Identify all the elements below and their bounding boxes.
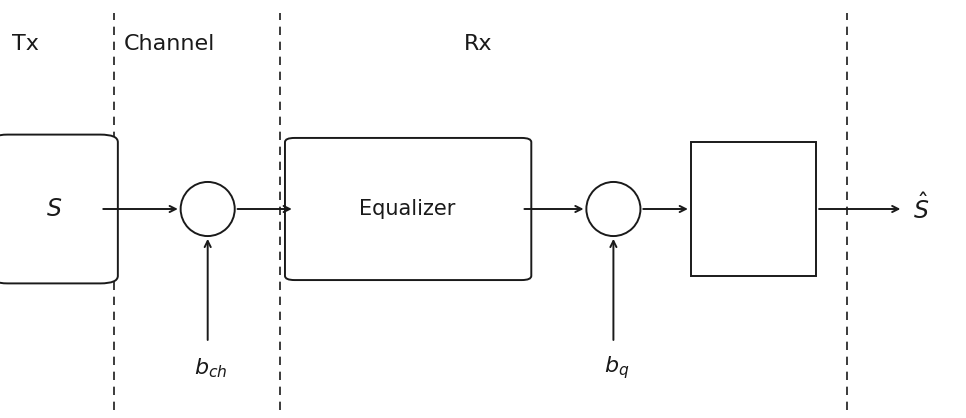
FancyBboxPatch shape xyxy=(285,138,531,280)
Ellipse shape xyxy=(586,182,640,236)
Text: Tx: Tx xyxy=(12,34,39,54)
Text: Rx: Rx xyxy=(464,34,493,54)
Ellipse shape xyxy=(181,182,235,236)
Text: $\hat{S}$: $\hat{S}$ xyxy=(913,194,929,224)
FancyBboxPatch shape xyxy=(0,135,118,283)
Text: Channel: Channel xyxy=(124,34,215,54)
Text: Equalizer: Equalizer xyxy=(359,199,456,219)
Text: $b_q$: $b_q$ xyxy=(604,354,629,381)
Text: $b_{ch}$: $b_{ch}$ xyxy=(194,356,227,380)
Text: $S$: $S$ xyxy=(46,197,62,221)
FancyBboxPatch shape xyxy=(691,142,816,276)
